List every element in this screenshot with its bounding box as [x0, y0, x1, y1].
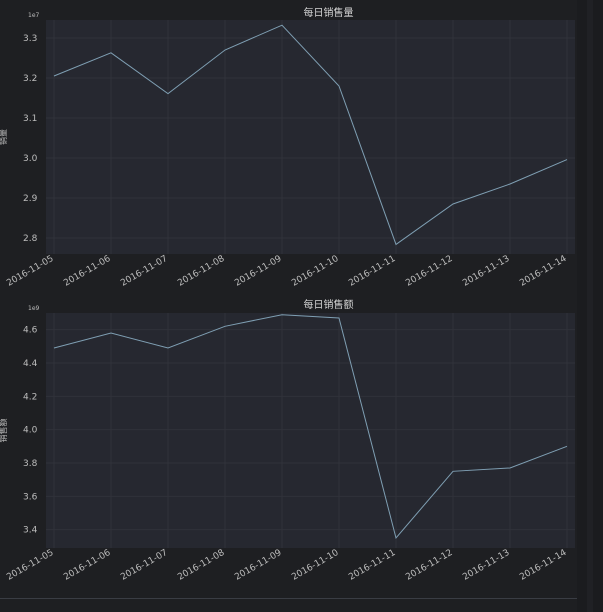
x-tick-label: 2016-11-14 — [518, 548, 569, 583]
data-point — [167, 93, 169, 95]
x-tick-label: 2016-11-06 — [62, 548, 113, 583]
data-point — [224, 325, 226, 327]
x-tick-label: 2016-11-10 — [290, 254, 341, 289]
data-point — [509, 183, 511, 185]
output-divider — [0, 598, 577, 599]
x-tick-label: 2016-11-12 — [404, 548, 454, 583]
y-tick-label: 3.6 — [23, 492, 38, 502]
y-tick-label: 2.9 — [23, 194, 38, 204]
x-tick-label: 2016-11-11 — [347, 548, 397, 583]
y-exponent-label: 1e7 — [28, 12, 40, 19]
x-tick-label: 2016-11-08 — [176, 548, 227, 583]
x-tick-label: 2016-11-05 — [5, 254, 55, 289]
data-point — [395, 243, 397, 245]
x-tick-label: 2016-11-09 — [233, 254, 284, 289]
x-tick-label: 2016-11-07 — [119, 254, 169, 289]
data-point — [110, 332, 112, 334]
data-point — [167, 347, 169, 349]
data-point — [338, 317, 340, 319]
data-point — [281, 314, 283, 316]
data-point — [224, 49, 226, 51]
y-tick-label: 3.0 — [23, 154, 38, 164]
y-tick-label: 4.6 — [23, 326, 38, 336]
data-point — [110, 52, 112, 54]
x-tick-label: 2016-11-07 — [119, 548, 169, 583]
data-point — [281, 24, 283, 26]
x-tick-label: 2016-11-12 — [404, 254, 454, 289]
x-tick-label: 2016-11-11 — [347, 254, 397, 289]
y-axis-label: 销量 — [0, 129, 8, 145]
x-tick-label: 2016-11-13 — [461, 548, 511, 583]
y-tick-label: 3.2 — [23, 74, 37, 84]
y-tick-label: 3.1 — [23, 114, 37, 124]
data-point — [53, 75, 55, 77]
x-tick-label: 2016-11-06 — [62, 254, 113, 289]
y-tick-label: 2.8 — [23, 234, 38, 244]
y-tick-label: 4.4 — [23, 359, 38, 369]
x-tick-label: 2016-11-08 — [176, 254, 227, 289]
y-axis-label: 销售额 — [0, 419, 8, 443]
data-point — [509, 467, 511, 469]
series-line — [53, 24, 568, 246]
x-tick-label: 2016-11-09 — [233, 548, 284, 583]
series-line — [53, 314, 568, 540]
x-tick-label: 2016-11-13 — [461, 254, 511, 289]
data-point — [566, 159, 568, 161]
chart-title: 每日销售量 — [304, 6, 354, 19]
y-tick-label: 4.0 — [23, 426, 38, 436]
x-tick-label: 2016-11-10 — [290, 548, 341, 583]
data-point — [53, 347, 55, 349]
data-point — [566, 445, 568, 447]
data-point — [452, 203, 454, 205]
y-tick-label: 3.4 — [23, 526, 38, 536]
y-tick-label: 3.8 — [23, 459, 38, 469]
x-tick-label: 2016-11-05 — [5, 548, 55, 583]
x-tick-label: 2016-11-14 — [518, 254, 569, 289]
chart-title: 每日销售额 — [304, 298, 354, 311]
y-tick-label: 3.3 — [23, 34, 37, 44]
y-tick-label: 4.2 — [23, 392, 37, 402]
data-point — [395, 537, 397, 539]
data-point — [338, 85, 340, 87]
plot-area — [46, 313, 575, 548]
plot-area — [46, 20, 575, 254]
y-exponent-label: 1e9 — [28, 305, 40, 312]
data-point — [452, 470, 454, 472]
scrollbar-thumb[interactable] — [587, 0, 593, 612]
